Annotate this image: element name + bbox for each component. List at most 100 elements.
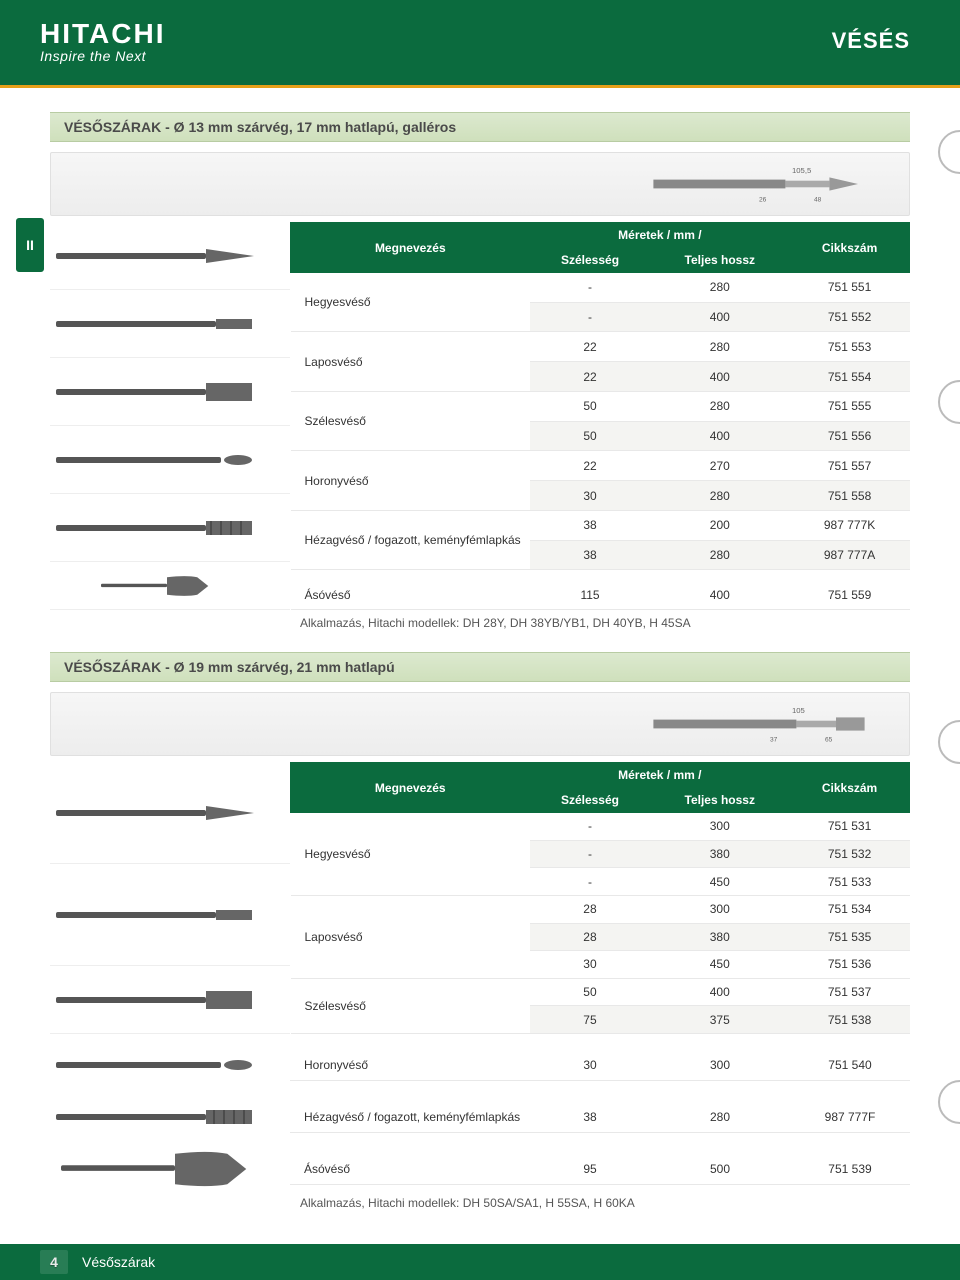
product-thumb <box>50 966 290 1034</box>
sku-cell: 751 540 <box>790 1050 910 1081</box>
section-title: VÉSŐSZÁRAK - Ø 13 mm szárvég, 17 mm hatl… <box>50 112 910 142</box>
sku-cell: 751 559 <box>790 580 910 609</box>
length-cell: 400 <box>650 362 790 392</box>
length-cell: 280 <box>650 481 790 511</box>
page: HITACHI Inspire the Next VÉSÉS II VÉSŐSZ… <box>0 0 960 1280</box>
product-thumb <box>50 1148 290 1190</box>
product-table-block: Megnevezés Méretek / mm / Cikkszám Széle… <box>50 762 910 1034</box>
footer-label: Vésőszárak <box>82 1254 155 1270</box>
product-thumb <box>50 762 290 864</box>
sku-cell: 751 532 <box>790 840 910 868</box>
technical-diagram: 105,5 26 48 <box>50 152 910 216</box>
sku-cell: 751 538 <box>790 1006 910 1034</box>
col-name-header: Megnevezés <box>291 223 531 273</box>
svg-text:37: 37 <box>770 737 778 744</box>
product-thumb <box>50 864 290 966</box>
product-name-cell: Hegyesvéső <box>291 273 531 332</box>
length-cell: 450 <box>650 951 790 979</box>
product-thumb <box>50 562 290 610</box>
sku-cell: 751 534 <box>790 895 910 923</box>
width-cell: - <box>530 273 650 303</box>
width-cell: 50 <box>530 978 650 1006</box>
length-cell: 380 <box>650 840 790 868</box>
sku-cell: 751 535 <box>790 923 910 951</box>
section-title: VÉSŐSZÁRAK - Ø 19 mm szárvég, 21 mm hatl… <box>50 652 910 682</box>
sku-cell: 751 552 <box>790 302 910 332</box>
svg-text:48: 48 <box>814 197 822 204</box>
svg-text:105,5: 105,5 <box>792 166 811 175</box>
sku-cell: 751 554 <box>790 362 910 392</box>
sku-cell: 751 533 <box>790 868 910 896</box>
product-name-cell: Horonyvéső <box>291 451 531 510</box>
sku-cell: 751 531 <box>790 813 910 841</box>
application-note: Alkalmazás, Hitachi modellek: DH 50SA/SA… <box>300 1196 910 1210</box>
length-cell: 300 <box>650 895 790 923</box>
product-thumb <box>50 222 290 290</box>
width-cell: 50 <box>530 391 650 421</box>
standalone-product-row: Ásóvéső95500751 539 <box>50 1148 910 1190</box>
col-length-header: Teljes hossz <box>650 788 790 813</box>
length-cell: 500 <box>650 1154 790 1185</box>
standalone-rows: Horonyvéső30300751 540 Hézagvéső / fogazo… <box>50 1044 910 1190</box>
length-cell: 200 <box>650 510 790 540</box>
width-cell: 38 <box>530 1102 650 1133</box>
width-cell: 30 <box>530 1050 650 1081</box>
product-name-cell: Horonyvéső <box>290 1050 530 1081</box>
product-table: Megnevezés Méretek / mm / Cikkszám Széle… <box>290 222 910 610</box>
length-cell: 300 <box>650 813 790 841</box>
col-sku-header: Cikkszám <box>790 223 910 273</box>
product-name-cell: Laposvéső <box>291 895 531 978</box>
product-name-cell: Ásóvéső <box>291 580 531 609</box>
product-name-cell: Laposvéső <box>291 332 531 391</box>
width-cell: 30 <box>530 951 650 979</box>
length-cell: 400 <box>650 978 790 1006</box>
length-cell: 280 <box>650 391 790 421</box>
col-name-header: Megnevezés <box>291 763 531 813</box>
product-thumb <box>50 494 290 562</box>
brand-tagline: Inspire the Next <box>40 48 920 64</box>
page-header: HITACHI Inspire the Next VÉSÉS <box>0 0 960 88</box>
sku-cell: 751 551 <box>790 273 910 303</box>
page-content: VÉSŐSZÁRAK - Ø 13 mm szárvég, 17 mm hatl… <box>0 88 960 1210</box>
dimension-diagram-icon: 105,5 26 48 <box>649 160 869 208</box>
width-cell: 115 <box>530 580 650 609</box>
width-cell: 38 <box>530 510 650 540</box>
brand-logo: HITACHI <box>40 18 920 50</box>
length-cell: 280 <box>650 1102 790 1133</box>
width-cell: 22 <box>530 362 650 392</box>
width-cell: 30 <box>530 481 650 511</box>
col-width-header: Szélesség <box>530 248 650 273</box>
width-cell: 38 <box>530 540 650 570</box>
sku-cell: 987 777F <box>790 1102 910 1133</box>
sku-cell: 751 558 <box>790 481 910 511</box>
length-cell: 400 <box>650 302 790 332</box>
length-cell: 450 <box>650 868 790 896</box>
col-length-header: Teljes hossz <box>650 248 790 273</box>
length-cell: 280 <box>650 273 790 303</box>
width-cell: 95 <box>530 1154 650 1185</box>
length-cell: 280 <box>650 540 790 570</box>
standalone-product-row: Hézagvéső / fogazott, keményfémlapkás382… <box>50 1096 910 1138</box>
product-table: Megnevezés Méretek / mm / Cikkszám Széle… <box>290 762 910 1034</box>
col-dim-header: Méretek / mm / <box>530 763 790 788</box>
length-cell: 270 <box>650 451 790 481</box>
dimension-diagram-icon: 105 37 65 <box>649 700 869 748</box>
sku-cell: 751 557 <box>790 451 910 481</box>
sku-cell: 751 555 <box>790 391 910 421</box>
standalone-product-row: Horonyvéső30300751 540 <box>50 1044 910 1086</box>
width-cell: 22 <box>530 332 650 362</box>
col-width-header: Szélesség <box>530 788 650 813</box>
product-thumb <box>50 1044 290 1086</box>
length-cell: 375 <box>650 1006 790 1034</box>
sku-cell: 751 539 <box>790 1154 910 1185</box>
length-cell: 400 <box>650 580 790 609</box>
page-footer: 4 Vésőszárak <box>0 1244 960 1280</box>
product-name-cell: Szélesvéső <box>291 978 531 1033</box>
page-title: VÉSÉS <box>832 28 910 54</box>
page-number: 4 <box>40 1250 68 1274</box>
product-image-column <box>50 222 290 610</box>
length-cell: 400 <box>650 421 790 451</box>
product-thumb <box>50 1096 290 1138</box>
product-thumb <box>50 290 290 358</box>
product-name-cell: Hegyesvéső <box>291 813 531 896</box>
